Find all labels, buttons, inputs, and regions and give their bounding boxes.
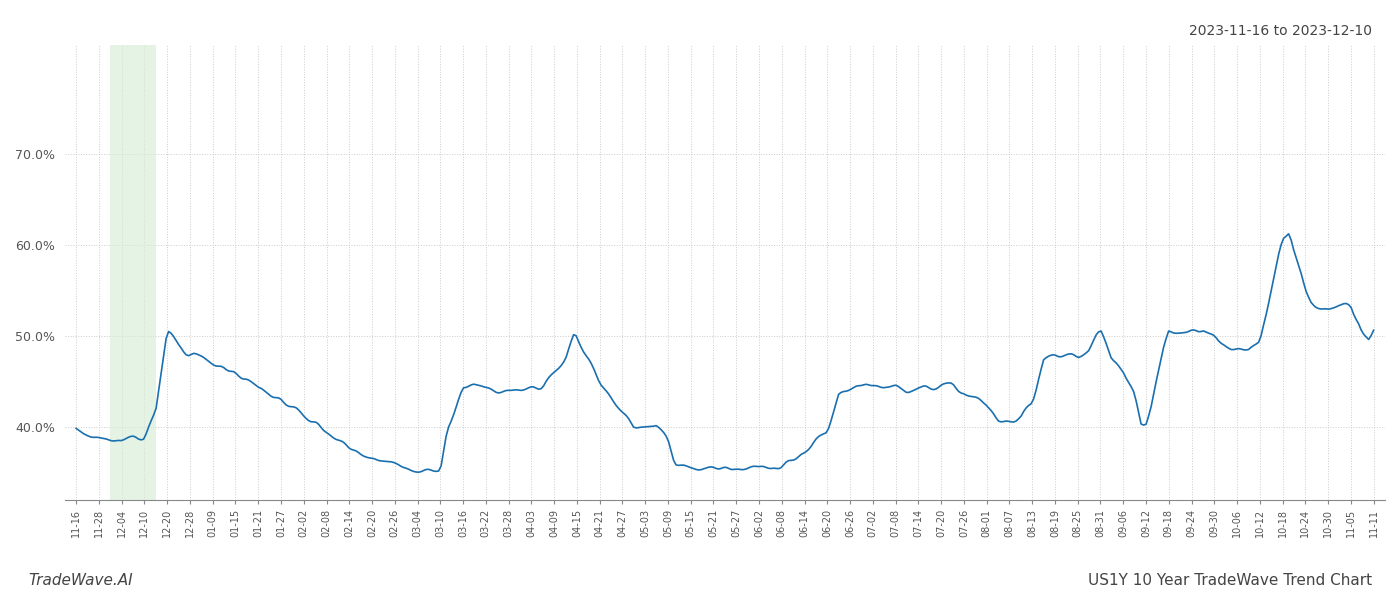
- Text: 2023-11-16 to 2023-12-10: 2023-11-16 to 2023-12-10: [1189, 24, 1372, 38]
- Text: TradeWave.AI: TradeWave.AI: [28, 573, 133, 588]
- Bar: [111, 45, 155, 500]
- Text: US1Y 10 Year TradeWave Trend Chart: US1Y 10 Year TradeWave Trend Chart: [1088, 573, 1372, 588]
